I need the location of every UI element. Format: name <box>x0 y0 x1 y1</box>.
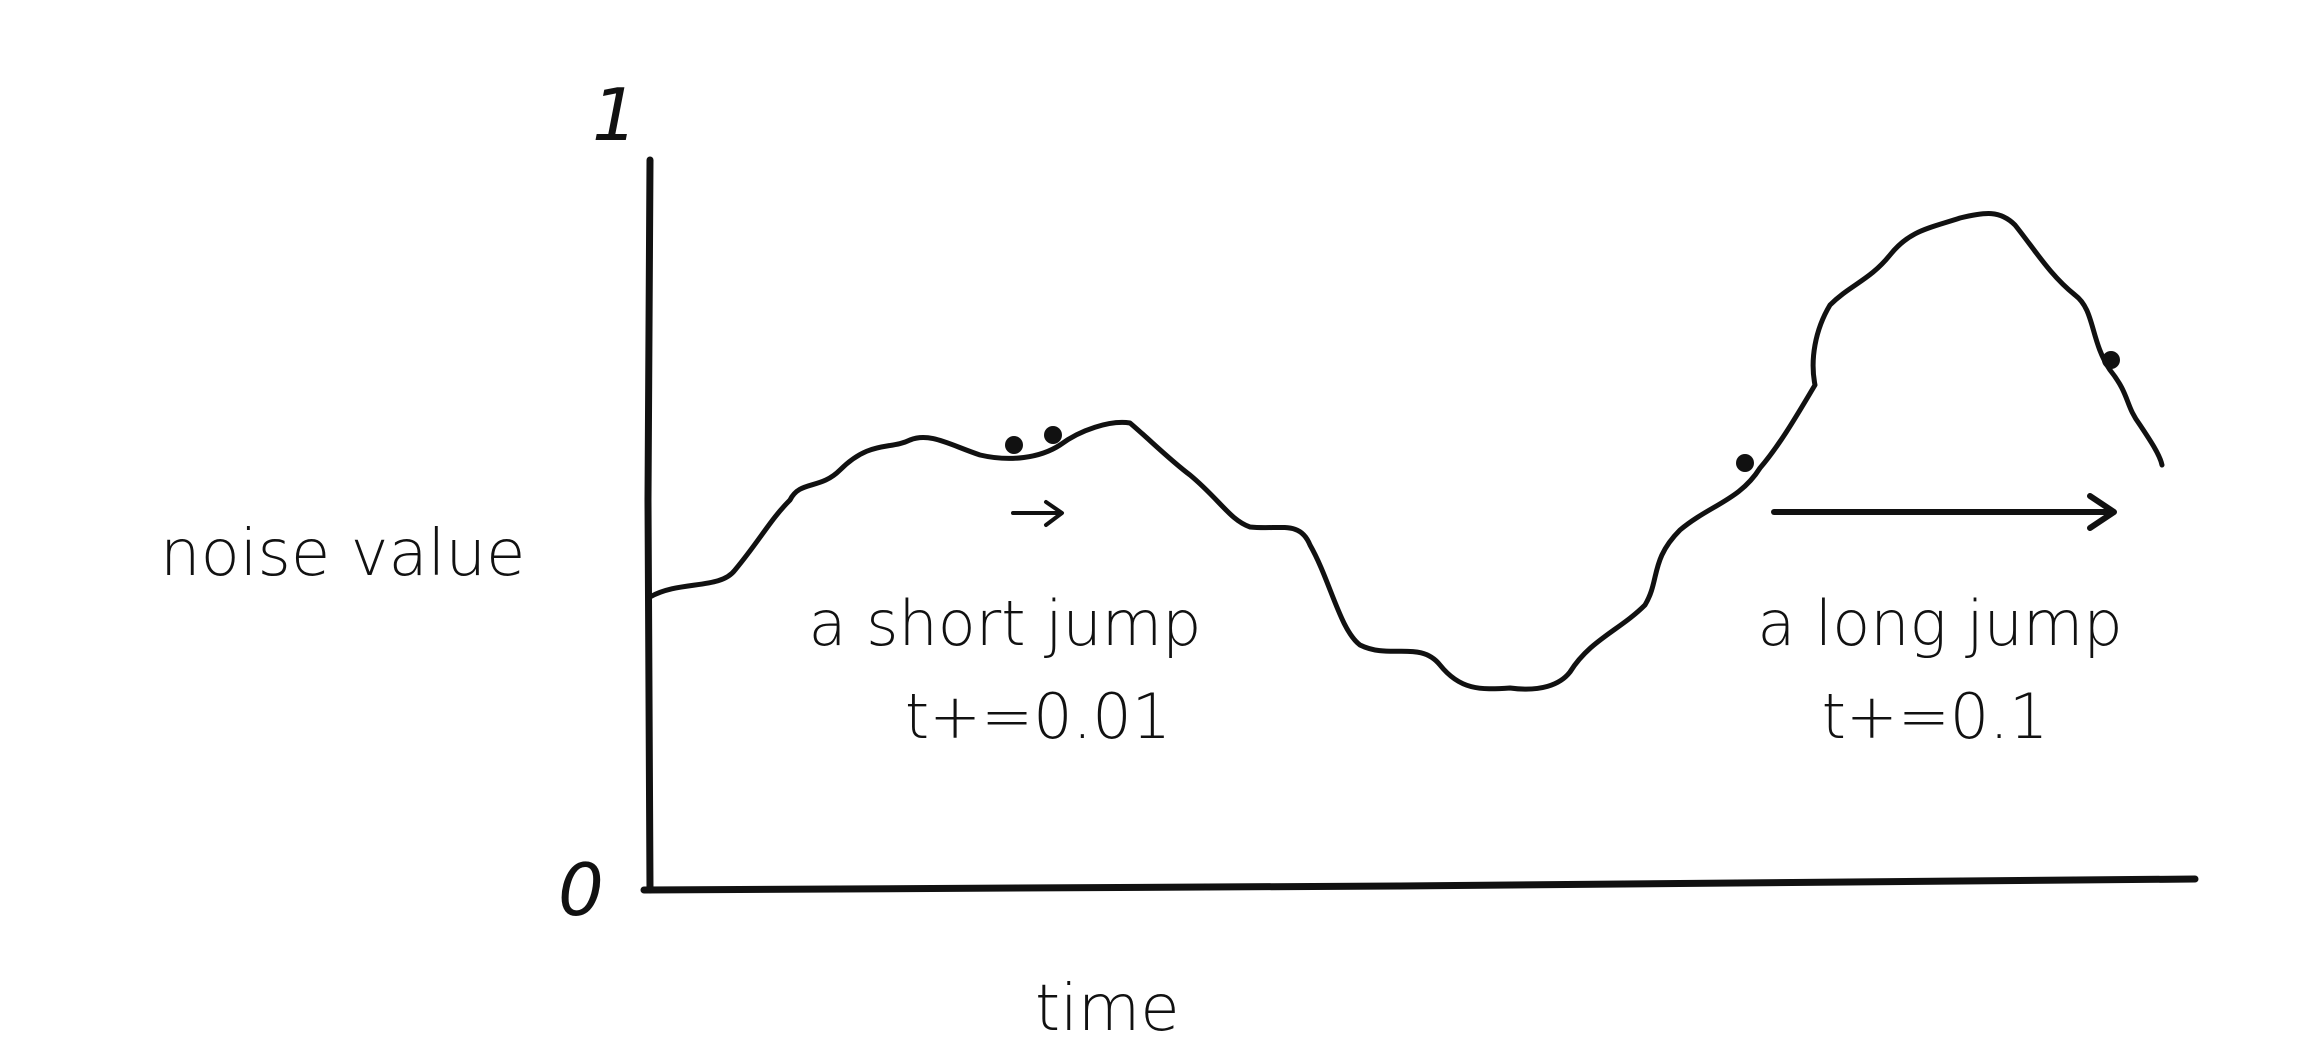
short-jump-arrow <box>1011 500 1064 527</box>
x-axis-label: time <box>1035 972 1180 1046</box>
short-jump-formula: t+=0.01 <box>905 680 1171 753</box>
long-jump-title: a long jump <box>1757 587 2122 660</box>
short-jump-title: a short jump <box>808 587 1201 660</box>
long-jump-point-end <box>2102 351 2120 369</box>
noise-curve <box>647 211 2165 692</box>
short-jump-point-start <box>1005 436 1023 454</box>
y-tick-1: 1 <box>592 73 638 157</box>
y-axis-label: noise value <box>160 517 525 591</box>
y-tick-0: 0 <box>558 848 604 932</box>
short-jump-point-end <box>1044 426 1062 444</box>
long-jump-point-start <box>1736 454 1754 472</box>
long-jump-arrow <box>1771 493 2117 531</box>
x-axis <box>640 875 2199 894</box>
long-jump-formula: t+=0.1 <box>1822 680 2049 753</box>
y-axis <box>644 156 654 894</box>
